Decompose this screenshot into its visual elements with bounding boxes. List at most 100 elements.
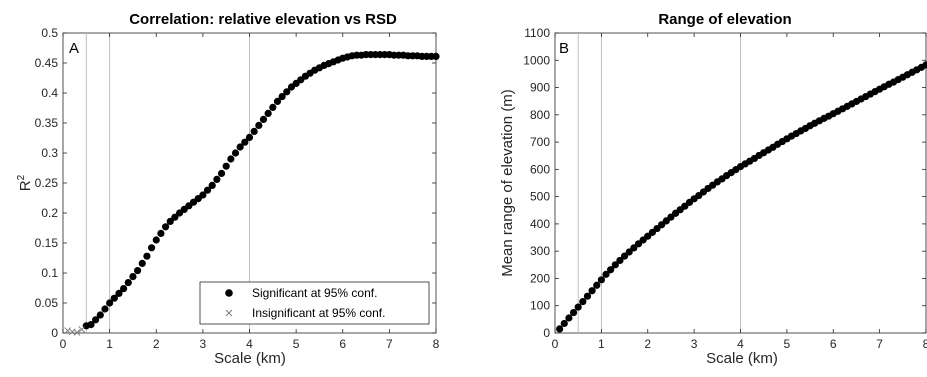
panel-b-data-point xyxy=(588,287,596,295)
panel-b-data-point xyxy=(556,325,564,333)
panel-b-y-tick-label: 100 xyxy=(530,299,550,313)
panel-b-data-point xyxy=(616,256,624,265)
panel-a-y-tick-label: 0.1 xyxy=(41,266,58,280)
panel-b-data-point xyxy=(597,276,605,284)
panel-a-x-tick-label: 4 xyxy=(246,337,253,351)
panel-a-y-tick-label: 0.5 xyxy=(41,26,58,40)
panel-a-y-tick-label: 0.05 xyxy=(35,296,59,310)
panel-a-x-tick-label: 7 xyxy=(386,337,393,351)
panel-a-data-point xyxy=(250,127,258,135)
panel-a-data-point xyxy=(213,175,221,183)
legend-box xyxy=(199,281,430,325)
panel-a-data-point xyxy=(217,169,226,177)
panel-a-data-point xyxy=(278,93,286,101)
panel-a-x-tick-label: 1 xyxy=(106,337,113,351)
panel-a-y-axis-label-base: R xyxy=(17,180,34,191)
panel-b-y-tick-label: 1000 xyxy=(523,53,550,67)
panel-a-y-axis-label: R2 xyxy=(16,174,34,191)
panel-b-data-point xyxy=(560,319,568,328)
panel-a-y-tick-label: 0.3 xyxy=(41,146,58,160)
panel-b-data-point xyxy=(620,252,629,260)
panel-a-data-point xyxy=(152,236,160,244)
panel-b-data-point xyxy=(574,303,582,311)
panel-a-y-tick-label: 0.15 xyxy=(35,236,59,250)
panel-a-x-tick-label: 2 xyxy=(153,337,160,351)
panel-b-y-tick-label: 600 xyxy=(530,162,550,176)
panel-b-data-point xyxy=(565,314,573,322)
legend-insignificant-label: Insignificant at 95% conf. xyxy=(252,306,385,320)
panel-b-title: Range of elevation xyxy=(658,11,791,28)
panel-a-x-tick-label: 3 xyxy=(200,337,207,351)
panel-a-x-tick-label: 6 xyxy=(339,337,346,351)
panel-a-data-point xyxy=(115,289,123,297)
panel-b-label: B xyxy=(559,40,569,57)
panel-a-data-point xyxy=(222,162,230,170)
panel-a-y-tick-label: 0.35 xyxy=(35,116,59,130)
panel-a-y-tick-label: 0.2 xyxy=(41,206,58,220)
panel-a-data-point xyxy=(124,279,132,287)
legend-significant-label: Significant at 95% conf. xyxy=(252,286,377,300)
panel-b-y-tick-label: 400 xyxy=(530,217,550,231)
panel-a-data-point xyxy=(87,321,95,329)
panel-a-data-point xyxy=(161,223,170,231)
panel-a-y-axis-label-superscript: 2 xyxy=(16,174,27,180)
panel-a-data-point xyxy=(134,267,142,275)
panel-b-x-tick-label: 7 xyxy=(876,337,883,351)
panel-a-data-point xyxy=(143,252,151,260)
panel-a-data-point xyxy=(203,186,212,194)
panel-b-y-tick-label: 900 xyxy=(530,81,550,95)
panel-a-data-point xyxy=(255,121,263,129)
panel-a-y-tick-label: 0.4 xyxy=(41,86,58,100)
panel-a-data-point xyxy=(106,299,114,307)
panel-b-x-tick-label: 1 xyxy=(598,337,605,351)
panel-b-x-tick-label: 2 xyxy=(644,337,651,351)
panel-b-y-tick-label: 1100 xyxy=(524,26,550,40)
panel-a-title: Correlation: relative elevation vs RSD xyxy=(129,11,397,28)
panel-b-data-point xyxy=(593,281,601,289)
panel-a-data-point xyxy=(101,305,109,313)
panel-b-data-point xyxy=(611,261,619,269)
panel-b-y-tick-label: 300 xyxy=(530,244,550,258)
panel-a-data-point xyxy=(245,133,254,141)
panel-b-x-tick-label: 8 xyxy=(923,337,927,351)
panel-b-y-tick-label: 800 xyxy=(530,108,550,122)
panel-b-x-tick-label: 3 xyxy=(691,337,698,351)
panel-a-data-point xyxy=(166,217,174,225)
panel-a-x-axis-label: Scale (km) xyxy=(214,350,286,367)
panel-a-data-point xyxy=(227,155,235,163)
panel-a-data-point xyxy=(236,143,244,151)
panel-a-data-point xyxy=(110,294,118,302)
panel-a-data-point xyxy=(138,259,146,267)
panel-a-insignificant-point xyxy=(78,326,85,333)
panel-a-y-tick-label: 0.45 xyxy=(35,56,59,70)
panel-a-y-tick-label: 0.25 xyxy=(35,176,59,190)
panel-a-data-point xyxy=(147,244,156,252)
panel-a-data-point xyxy=(208,181,216,189)
panel-b-y-tick-label: 200 xyxy=(530,271,550,285)
legend: Significant at 95% conf. Insignificant a… xyxy=(199,281,430,325)
panel-b-data-point xyxy=(602,270,610,278)
panel-a: Correlation: relative elevation vs RSD 0… xyxy=(16,11,440,367)
panel-b-x-tick-label: 6 xyxy=(830,337,837,351)
panel-b-x-tick-label: 0 xyxy=(552,337,559,351)
panel-a-data-point xyxy=(171,213,179,221)
panel-b-x-tick-label: 4 xyxy=(737,337,744,351)
panel-b-plot-area: 0 1 2 3 4 5 6 7 8 0 100 200 300 400 500 600 700 800 900 100… xyxy=(523,26,927,351)
legend-significant-marker xyxy=(225,289,233,297)
panel-b-y-tick-label: 0 xyxy=(543,326,550,340)
panel-a-x-tick-label: 0 xyxy=(60,337,67,351)
panel-a-plot-area: 0 1 2 3 4 5 6 7 8 0 0.05 0.1 0.15 0.2 0.25 0.3 0.35 0.4 0.… xyxy=(35,26,440,351)
panel-a-data-point xyxy=(241,138,249,146)
panel-b-data-point xyxy=(607,266,615,274)
panel-b: Range of elevation 0 1 2 3 4 5 6 7 8 0 100 200 300 40… xyxy=(499,11,927,367)
panel-a-x-tick-label: 8 xyxy=(433,337,440,351)
panel-a-data-point xyxy=(269,103,277,111)
panel-a-data-point xyxy=(283,88,291,96)
panel-b-data-point xyxy=(625,248,633,256)
panel-a-data-point xyxy=(120,285,128,293)
legend-insignificant-marker xyxy=(225,309,233,317)
panel-a-label: A xyxy=(69,40,79,57)
panel-a-x-tick-label: 5 xyxy=(293,337,300,351)
panel-a-data-point xyxy=(273,97,282,105)
